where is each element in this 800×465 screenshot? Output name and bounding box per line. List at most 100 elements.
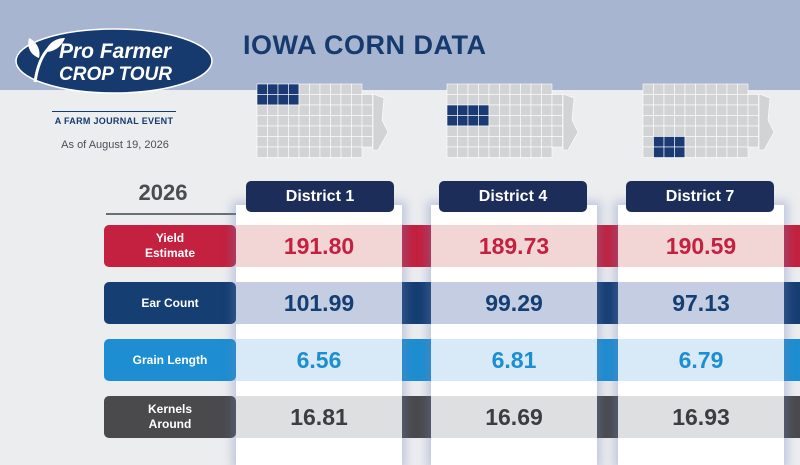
county [361,115,373,127]
county [551,136,563,148]
county [309,83,321,95]
county [737,115,749,127]
county [674,94,686,106]
county-highlighted [478,115,490,127]
county [716,83,728,95]
county-highlighted [288,83,300,95]
county-highlighted [467,104,479,116]
county [267,104,279,116]
county [330,83,342,95]
county-highlighted [267,83,279,95]
county [457,125,469,137]
county [457,136,469,148]
county [520,115,532,127]
county [499,146,511,158]
county [330,136,342,148]
county-highlighted [277,83,289,95]
county [520,94,532,106]
county [684,115,696,127]
county [642,94,654,106]
county [695,136,707,148]
county [499,94,511,106]
county [446,146,458,158]
cell-value: 16.69 [485,404,543,430]
county-highlighted [256,83,268,95]
county [530,83,542,95]
county [288,125,300,137]
row-label-text: Yield Estimate [144,231,196,260]
county [642,136,654,148]
county [716,115,728,127]
county [663,83,675,95]
county [551,94,563,106]
county [256,146,268,158]
county [541,104,553,116]
cell-background [431,339,597,381]
county [674,125,686,137]
county [330,115,342,127]
county [351,146,363,158]
county [663,94,675,106]
county [509,136,521,148]
county [340,125,352,137]
row-label: Ear Count [104,282,236,324]
county-highlighted [653,136,665,148]
iowa-east-edge [562,93,579,151]
county [541,115,553,127]
cell-background [236,225,402,267]
county [478,94,490,106]
cell-background [236,282,402,324]
row-label-text: Kernels Around [147,402,193,431]
county [330,146,342,158]
county [695,125,707,137]
county [488,136,500,148]
county [530,136,542,148]
county [674,104,686,116]
county [642,83,654,95]
county [277,136,289,148]
county [747,136,759,148]
county [277,104,289,116]
county [446,94,458,106]
county-highlighted [467,115,479,127]
county [298,125,310,137]
county [309,115,321,127]
county [674,115,686,127]
county [530,104,542,116]
county [340,94,352,106]
county [267,125,279,137]
county [653,104,665,116]
iowa-map-district-7 [642,83,775,158]
county [330,104,342,116]
county [488,94,500,106]
county [674,83,686,95]
cell-background [618,282,784,324]
county [726,125,738,137]
county [340,115,352,127]
county [747,115,759,127]
county [288,115,300,127]
county [530,94,542,106]
county [737,104,749,116]
county [361,94,373,106]
pro-farmer-logo: Pro Farmer CROP TOUR [15,28,213,94]
county [467,83,479,95]
county [726,94,738,106]
cell-value: 6.79 [678,347,724,373]
county [478,125,490,137]
county [530,146,542,158]
county [726,136,738,148]
county [520,125,532,137]
county [684,146,696,158]
county [705,83,717,95]
county [351,115,363,127]
county [499,83,511,95]
county [705,94,717,106]
iowa-east-edge [758,93,775,151]
county [747,125,759,137]
county [716,125,728,137]
county [351,94,363,106]
county [737,146,749,158]
county [319,104,331,116]
county [319,125,331,137]
